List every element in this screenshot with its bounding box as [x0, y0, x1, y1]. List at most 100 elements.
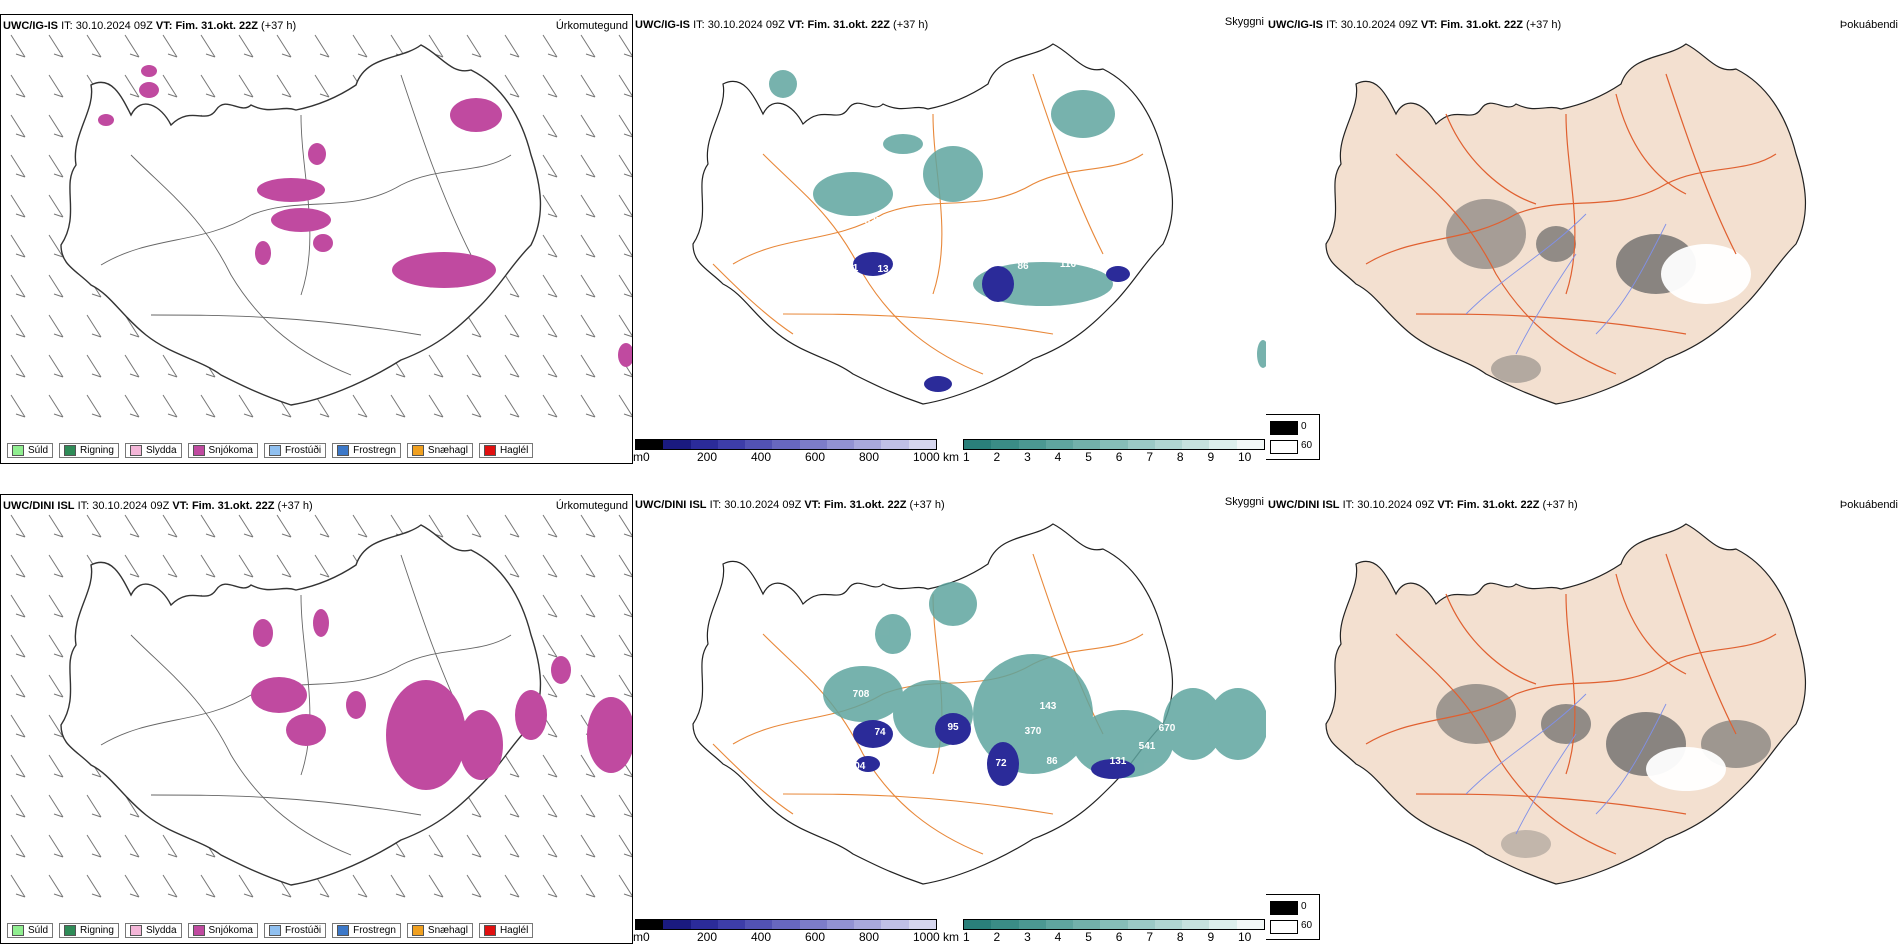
wind-barb: [504, 874, 520, 898]
wind-barb: [124, 834, 140, 858]
wind-barb: [10, 834, 26, 858]
wind-barb: [200, 34, 216, 58]
wind-barb: [504, 74, 520, 98]
wind-barb: [618, 274, 632, 298]
wind-barb: [466, 314, 482, 338]
colorbar-segment: [881, 920, 909, 929]
wind-barb: [542, 874, 558, 898]
fog-high-swatch: [1270, 901, 1298, 915]
wind-barb: [124, 34, 140, 58]
colorbar-segment: [1209, 920, 1237, 929]
legend-label: Haglél: [499, 445, 529, 456]
colorbar-segment: [908, 440, 936, 449]
fog-map: [1325, 43, 1806, 405]
wind-barb: [48, 594, 64, 618]
low-cloud-areas: [853, 713, 1135, 786]
wind-barb: [162, 874, 178, 898]
colorbar-segment: [1127, 920, 1155, 929]
colorbar-tick: 9: [1207, 450, 1215, 464]
panel-header: UWC/IG-IS IT: 30.10.2024 09Z VT: Fim. 31…: [3, 20, 297, 32]
fog-map: [1325, 523, 1806, 885]
wind-barb: [504, 354, 520, 378]
fog-high-label: 0: [1301, 901, 1307, 912]
wind-barb: [618, 114, 632, 138]
wind-barb: [162, 394, 178, 418]
wind-barb: [48, 514, 64, 538]
visibility-label: 72: [995, 758, 1007, 769]
wind-barb: [580, 834, 596, 858]
wind-barb: [314, 74, 330, 98]
colorbar-tick: 7: [1146, 450, 1154, 464]
fog-legend: 0 60: [1266, 894, 1320, 940]
wind-barb: [618, 314, 632, 338]
wind-barb: [314, 554, 330, 578]
fog-low-label: 60: [1301, 440, 1313, 451]
visibility-label: 143: [1040, 701, 1057, 712]
wind-barb: [618, 594, 632, 618]
wind-barb: [162, 834, 178, 858]
wind-barb: [504, 554, 520, 578]
visibility-label: 48: [1042, 626, 1054, 637]
wind-barb: [124, 74, 140, 98]
legend-swatch: [337, 445, 350, 456]
wind-barb: [10, 194, 26, 218]
colorbar-segment: [826, 920, 855, 929]
wind-barb: [542, 674, 558, 698]
glacier-clear: [1661, 244, 1751, 304]
panel-header: UWC/DINI ISL IT: 30.10.2024 09Z VT: Fim.…: [3, 500, 313, 512]
legend-item: Frostúði: [263, 443, 327, 458]
wind-barb: [276, 554, 292, 578]
wind-barb: [542, 234, 558, 258]
visibility-label: 74: [874, 727, 886, 738]
wind-barb: [314, 514, 330, 538]
snowfall-areas: [251, 609, 632, 790]
colorbar-unit: m: [633, 450, 643, 464]
wind-barb: [10, 874, 26, 898]
colorbar-tick: 600: [805, 450, 826, 464]
roads: [100, 554, 512, 856]
colorbar-tick: 5: [1085, 450, 1092, 464]
wind-barb: [542, 114, 558, 138]
wind-barb: [542, 634, 558, 658]
colorbar-segment: [799, 440, 827, 449]
colorbar-tick: 800: [859, 930, 880, 944]
visibility-areas: [823, 582, 1266, 778]
colorbar-segment: [1236, 440, 1264, 449]
colorbar-segment: [663, 440, 691, 449]
legend-label: Frostregn: [353, 925, 396, 936]
wind-barb: [542, 794, 558, 818]
wind-barb: [352, 514, 368, 538]
wind-barb: [618, 194, 632, 218]
legend-swatch: [12, 925, 24, 936]
legend-swatch: [12, 445, 24, 456]
fog-panel-top: UWC/IG-IS IT: 30.10.2024 09Z VT: Fim. 31…: [1266, 14, 1900, 464]
wind-barb: [428, 834, 444, 858]
legend-swatch: [483, 925, 496, 936]
wind-barb: [504, 754, 520, 778]
field-tag: Úrkomutegund: [555, 20, 628, 32]
colorbar-tick: 4: [1054, 930, 1062, 944]
wind-barb: [10, 354, 26, 378]
wind-barb: [10, 394, 26, 418]
colorbar-segment: [826, 440, 855, 449]
fog-low-swatch: [1270, 920, 1298, 934]
legend-label: Snæhagl: [427, 925, 468, 936]
colorbar-segment: [1018, 440, 1046, 449]
wind-barb: [580, 354, 596, 378]
visibility-label: 11: [848, 263, 859, 274]
visibility-colorbar: [963, 439, 1265, 450]
wind-barb: [86, 34, 102, 58]
wind-barb: [48, 314, 64, 338]
colorbar-tick: 2: [993, 930, 1001, 944]
wind-barb: [124, 354, 140, 378]
wind-barb: [580, 394, 596, 418]
wind-barb: [48, 394, 64, 418]
legend-swatch: [268, 925, 281, 936]
colorbar-tick: 800: [859, 450, 880, 464]
visibility-label: 131: [1110, 756, 1127, 767]
legend-item: Rigning: [59, 923, 119, 938]
precip-legend: Súld Rigning Slydda Snjókoma Frostúði Frostre…: [7, 923, 534, 938]
colorbar-segment: [1100, 440, 1128, 449]
